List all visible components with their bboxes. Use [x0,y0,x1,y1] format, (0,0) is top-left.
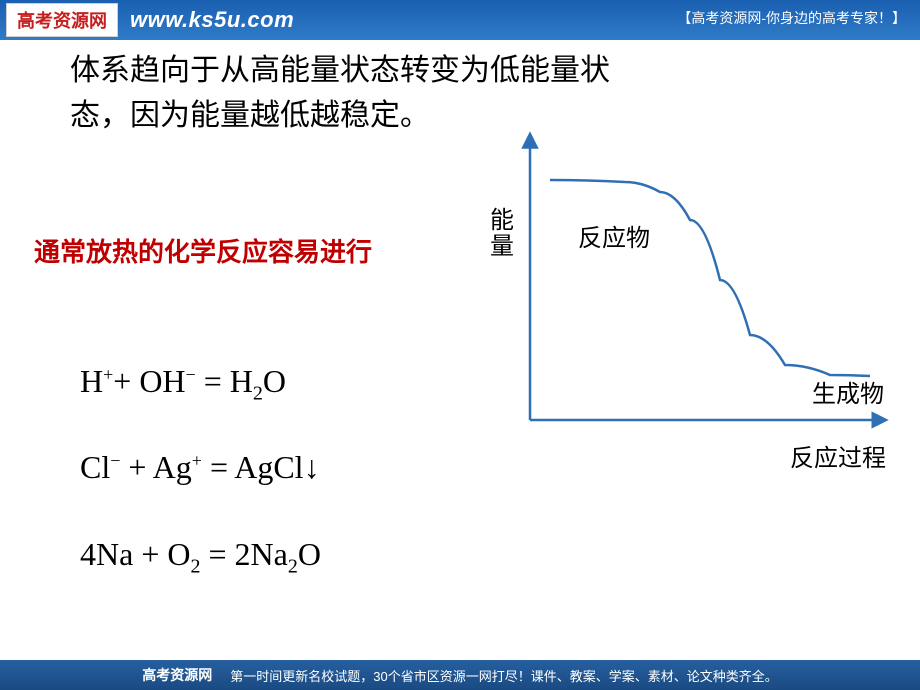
eq2-ag: + Ag [120,449,191,485]
eq2-sup-b: + [192,451,202,471]
eq3-sub2: 2 [288,555,298,577]
chart-svg [490,120,890,430]
top-banner: 高考资源网 www.ks5u.com 【高考资源网-你身边的高考专家！】 [0,0,920,40]
footer-bar: 高考资源网 第一时间更新名校试题，30个省市区资源一网打尽！课件、教案、学案、素… [0,660,920,690]
exothermic-statement: 通常放热的化学反应容易进行 [34,232,372,269]
eq1-sup-a: + [103,364,113,384]
eq1-h: H [80,363,103,399]
footer-brand: 高考资源网 [142,665,212,685]
eq1-rhs: O [263,363,286,399]
eq3-rhs: O [298,536,321,572]
energy-chart: 能量 反应物 生成物 反应过程 [490,120,890,420]
equation-list: H++ OH− = H2O Cl− + Ag+ = AgCl↓ 4Na + O2… [80,338,321,597]
slide-content: 体系趋向于从高能量状态转变为低能量状 态，因为能量越低越稳定。 通常放热的化学反… [0,40,920,660]
eq2-sup-a: − [110,451,120,471]
eq3-sub1: 2 [190,555,200,577]
site-url: www.ks5u.com [130,7,294,33]
site-tagline: 【高考资源网-你身边的高考专家！】 [677,8,906,28]
eq2-eq: = AgCl [202,449,304,485]
eq2-down-arrow: ↓ [304,449,320,485]
eq1-sup-b: − [186,364,196,384]
equation-3: 4Na + O2 = 2Na2O [80,511,321,597]
eq1-oh: + OH [113,363,185,399]
eq1-sub: 2 [253,382,263,404]
equation-2: Cl− + Ag+ = AgCl↓ [80,424,321,510]
equation-1: H++ OH− = H2O [80,338,321,424]
footer-text: 第一时间更新名校试题，30个省市区资源一网打尽！课件、教案、学案、素材、论文种类… [230,666,777,685]
site-logo: 高考资源网 [6,3,118,37]
intro-line-2: 态，因为能量越低越稳定。 [70,99,430,132]
eq3-lhs: 4Na + O [80,536,190,572]
eq2-cl: Cl [80,449,110,485]
eq1-eq: = H [196,363,253,399]
eq3-eq: = 2Na [200,536,287,572]
x-axis-label: 反应过程 [790,438,886,473]
intro-line-1: 体系趋向于从高能量状态转变为低能量状 [70,54,610,87]
